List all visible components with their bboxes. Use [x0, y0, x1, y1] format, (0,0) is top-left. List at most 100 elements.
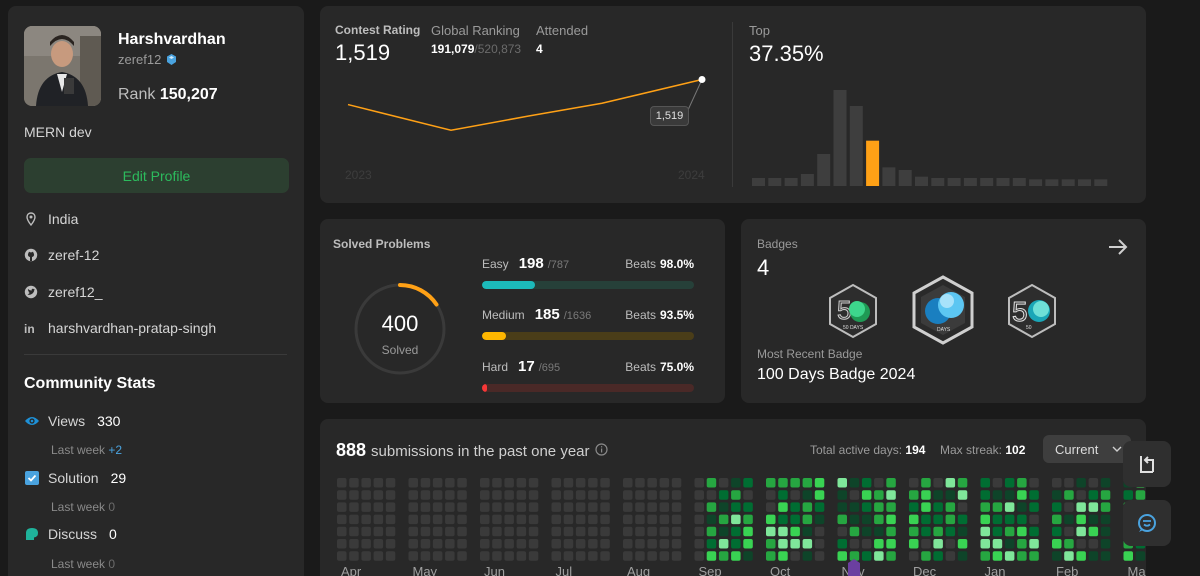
twitter-link[interactable]: zeref12_	[48, 284, 103, 300]
linkedin-row[interactable]: in harshvardhan-pratap-singh	[24, 320, 216, 336]
histogram-bar	[833, 90, 847, 186]
badge-100-days[interactable]: DAYS	[911, 275, 975, 345]
github-row[interactable]: zeref-12	[24, 247, 99, 263]
heatmap-cell	[504, 478, 514, 488]
heatmap-cell	[778, 502, 788, 512]
heatmap-cell	[861, 539, 872, 549]
heatmap-cell	[1004, 478, 1015, 488]
heatmap-cell	[528, 478, 539, 488]
global-ranking: Global Ranking 191,079/520,873	[431, 23, 521, 56]
hard-bar	[482, 384, 694, 392]
heatmap-cell	[1135, 490, 1146, 500]
hard-beats-label: Beats	[625, 360, 656, 374]
heatmap-cell	[385, 478, 396, 488]
heatmap-cell	[790, 551, 800, 561]
histogram-bar	[817, 154, 831, 186]
rotate-icon-button[interactable]	[1123, 441, 1171, 487]
svg-text:5: 5	[1012, 296, 1028, 327]
heatmap-cell	[647, 478, 657, 488]
month-label: Mar	[1128, 564, 1147, 576]
heatmap-cell	[766, 526, 776, 537]
heatmap-cell	[743, 514, 753, 525]
heatmap-cell	[909, 502, 919, 512]
heatmap-cell	[457, 502, 467, 512]
month-label: Dec	[913, 564, 937, 576]
heatmap-cell	[457, 526, 467, 537]
edit-profile-button[interactable]: Edit Profile	[24, 158, 289, 193]
chat-icon-button[interactable]	[1123, 500, 1171, 546]
year-select[interactable]: Current	[1043, 435, 1131, 463]
heatmap-cell	[480, 514, 490, 525]
medium-bar	[482, 332, 694, 340]
submissions-count: 888	[336, 440, 367, 460]
heatmap-cell	[1088, 551, 1099, 561]
heatmap-cell	[528, 502, 539, 512]
heatmap-cell	[945, 551, 956, 561]
heatmap-cell	[408, 551, 418, 561]
heatmap-cell	[671, 551, 682, 561]
recent-badge-name[interactable]: 100 Days Badge 2024	[757, 366, 916, 383]
heatmap-cell	[1088, 514, 1099, 525]
heatmap-cell	[385, 502, 396, 512]
heatmap-cell	[980, 539, 990, 549]
heatmap-cell	[1052, 502, 1062, 512]
github-link[interactable]: zeref-12	[48, 247, 100, 263]
histogram-bar	[947, 178, 961, 186]
heatmap-cell	[849, 551, 860, 561]
discuss-icon	[26, 528, 38, 540]
badge-50-days[interactable]: 5 50 DAYS	[827, 283, 879, 339]
heatmap-cell	[790, 502, 800, 512]
heatmap-cell	[778, 539, 788, 549]
rating-line-chart[interactable]: 2023 2024	[320, 6, 732, 203]
heatmap-cell	[647, 551, 657, 561]
solution-sub: Last week 0	[51, 500, 115, 514]
submission-heatmap[interactable]: AprMayJunJulAugSepOctNovDecJanFebMarApr	[320, 419, 1146, 576]
heatmap-cell	[600, 551, 610, 561]
heatmap-cell	[802, 539, 813, 549]
heatmap-cell	[635, 478, 645, 488]
badge-100-label: DAYS	[937, 327, 951, 333]
heatmap-cell	[837, 551, 847, 561]
rating-point[interactable]	[698, 76, 706, 83]
medium-beats-value: 93.5%	[659, 308, 694, 322]
linkedin-link[interactable]: harshvardhan-pratap-singh	[48, 320, 217, 336]
rating-tooltip: 1,519	[650, 106, 689, 126]
heatmap-cell	[361, 514, 371, 525]
chevron-down-icon	[1112, 446, 1122, 452]
heatmap-cell	[588, 551, 598, 561]
heatmap-cell	[457, 514, 467, 525]
avatar[interactable]	[24, 26, 101, 106]
attended: Attended 4	[536, 23, 588, 56]
info-icon[interactable]	[594, 443, 608, 456]
heatmap-cell	[980, 551, 990, 561]
heatmap-cell	[492, 526, 502, 537]
user-handle: zeref12	[118, 52, 178, 67]
heatmap-cell	[861, 526, 872, 537]
heatmap-cell	[945, 478, 956, 488]
medium-total: /1636	[563, 310, 592, 322]
arrow-right-icon[interactable]	[1107, 236, 1129, 258]
histogram-bar	[980, 178, 994, 186]
heatmap-cell	[588, 539, 598, 549]
rating-histogram[interactable]	[750, 84, 1130, 186]
attended-value: 4	[536, 42, 543, 56]
heatmap-cell	[706, 478, 717, 488]
heatmap-cell	[563, 502, 574, 512]
heatmap-cell	[1004, 526, 1015, 537]
heatmap-cell	[659, 514, 670, 525]
hard-count: 17	[518, 358, 535, 375]
heatmap-cell	[814, 514, 825, 525]
twitter-row[interactable]: zeref12_	[24, 284, 102, 300]
heatmap-cell	[921, 526, 931, 537]
heatmap-cell	[694, 526, 704, 537]
heatmap-cell	[992, 539, 1003, 549]
heatmap-cell	[600, 478, 610, 488]
heatmap-cell	[1017, 539, 1027, 549]
heatmap-cell	[1100, 539, 1111, 549]
heatmap-cell	[1017, 502, 1027, 512]
heatmap-cell	[945, 490, 956, 500]
badge-50-days-2[interactable]: 5 50	[1006, 283, 1058, 339]
heatmap-cell	[588, 478, 598, 488]
heatmap-cell	[563, 539, 574, 549]
heatmap-cell	[385, 514, 396, 525]
